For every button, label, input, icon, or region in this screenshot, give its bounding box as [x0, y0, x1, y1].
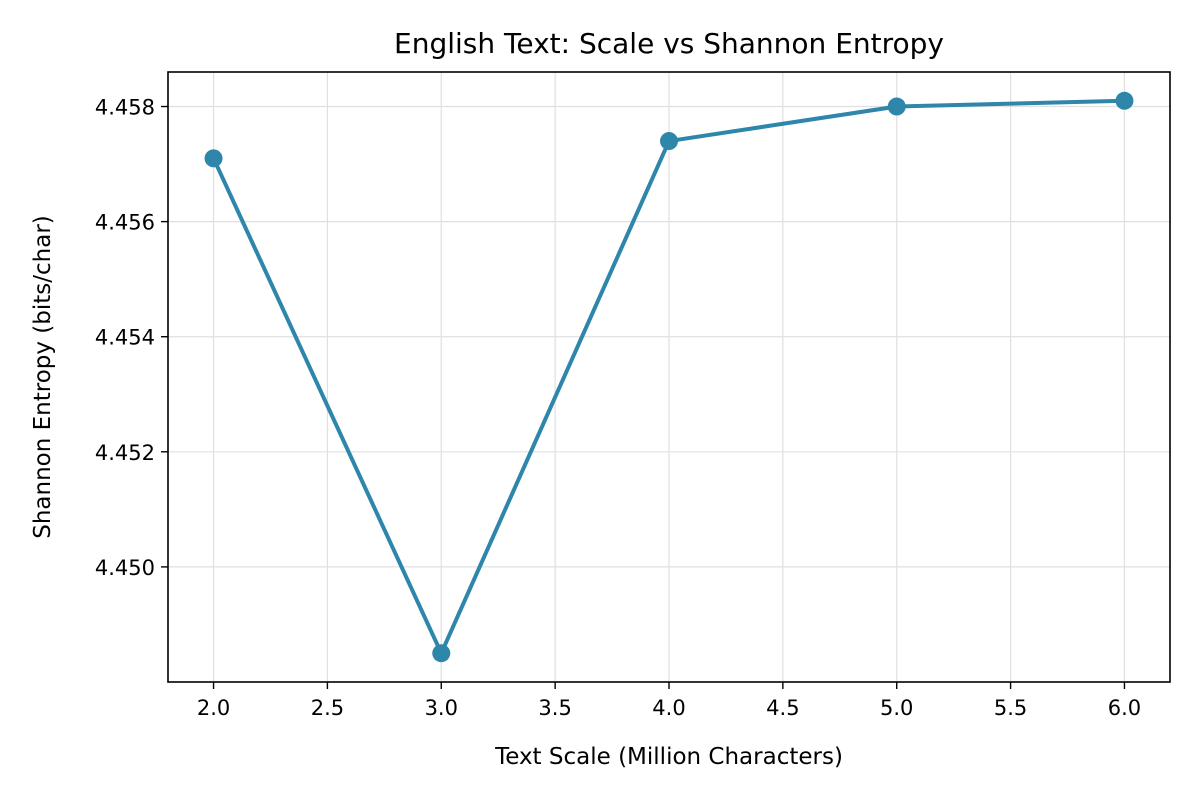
- grid-lines: [168, 72, 1170, 682]
- ticks-layer: 2.0 2.5 3.0 3.5 4.0 4.5 5.0 5.5 6.0 4.450 4.452 4.4…: [95, 96, 1141, 720]
- data-point: [660, 132, 678, 151]
- series-layer: [204, 91, 1134, 663]
- data-point: [204, 149, 223, 168]
- chart-title: English Text: Scale vs Shannon Entropy: [394, 27, 944, 60]
- data-point: [432, 644, 451, 663]
- y-axis-label: Shannon Entropy (bits/char): [30, 215, 56, 539]
- x-tick-label: 3.0: [425, 696, 458, 720]
- x-tick-label: 5.5: [994, 696, 1027, 720]
- y-tick-label: 4.450: [95, 556, 155, 580]
- x-tick-label: 4.0: [652, 696, 685, 720]
- x-axis-label: Text Scale (Million Characters): [494, 744, 843, 770]
- x-tick-label: 6.0: [1108, 696, 1141, 720]
- data-point: [887, 97, 906, 116]
- y-tick-label: 4.458: [95, 96, 155, 120]
- y-tick-label: 4.456: [95, 211, 155, 235]
- y-tick-label: 4.454: [95, 326, 155, 350]
- y-tick-label: 4.452: [95, 441, 155, 465]
- x-tick-label: 3.5: [538, 696, 571, 720]
- x-tick-label: 5.0: [880, 696, 913, 720]
- x-tick-label: 2.5: [311, 696, 344, 720]
- data-point: [1115, 91, 1134, 110]
- x-tick-label: 2.0: [197, 696, 230, 720]
- x-tick-label: 4.5: [766, 696, 799, 720]
